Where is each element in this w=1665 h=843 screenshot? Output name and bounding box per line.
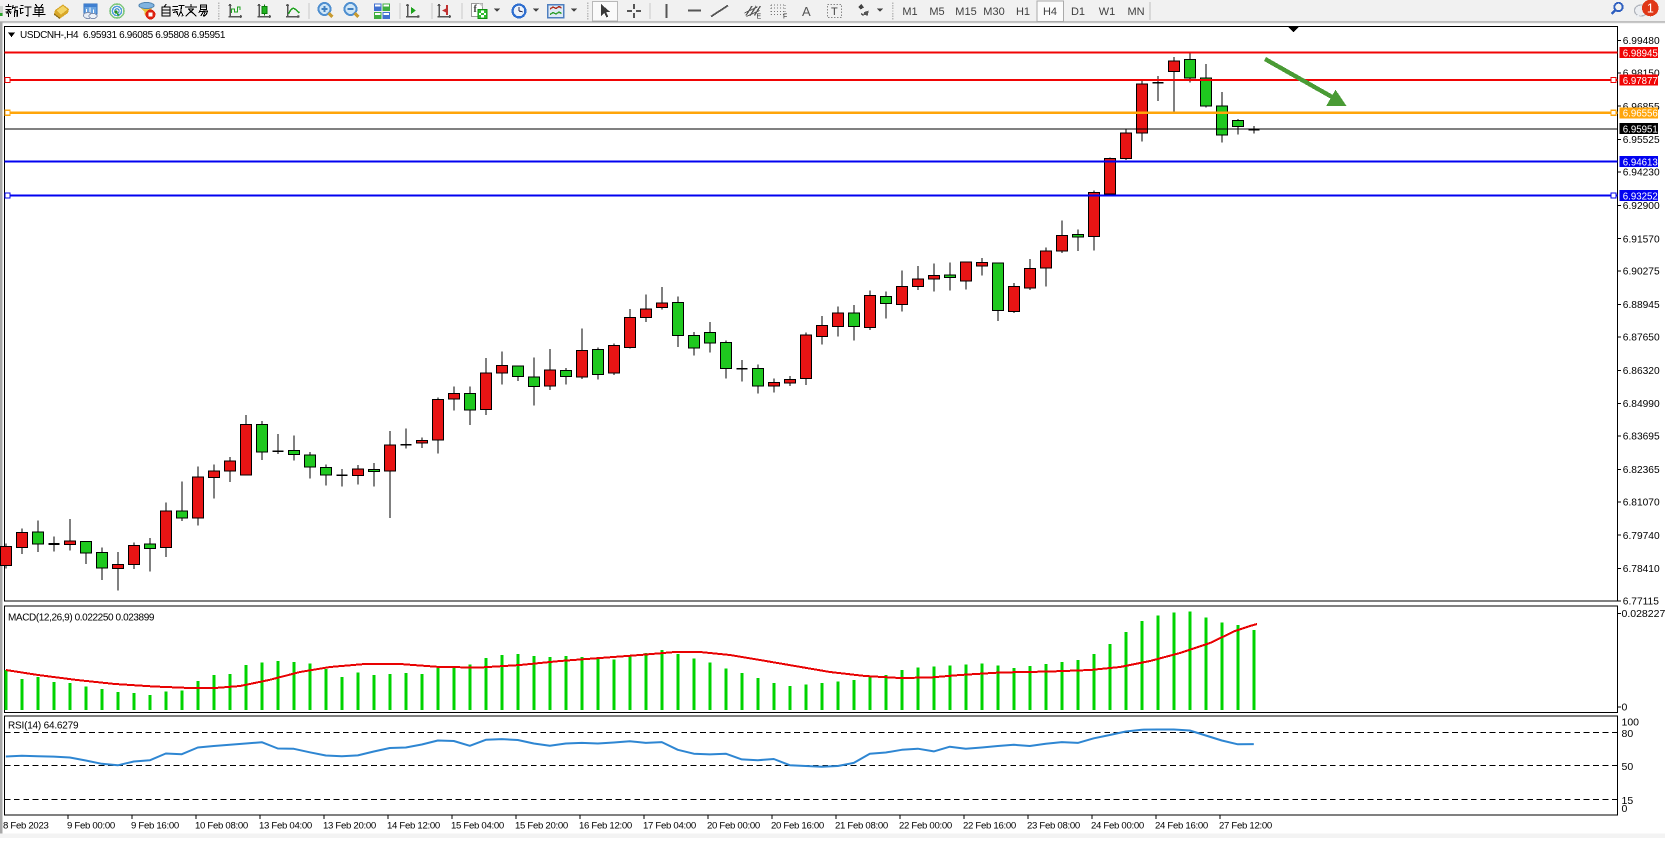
- svg-text:9 Feb 00:00: 9 Feb 00:00: [67, 821, 115, 832]
- svg-text:17 Feb 04:00: 17 Feb 04:00: [643, 821, 696, 832]
- svg-text:6.91570: 6.91570: [1623, 234, 1660, 245]
- svg-text:6.94613: 6.94613: [1623, 157, 1658, 168]
- svg-text:23 Feb 08:00: 23 Feb 08:00: [1027, 821, 1080, 832]
- svg-text:13 Feb 20:00: 13 Feb 20:00: [323, 821, 376, 832]
- svg-text:20 Feb 16:00: 20 Feb 16:00: [771, 821, 824, 832]
- svg-text:F: F: [783, 14, 787, 21]
- svg-text:6.95525: 6.95525: [1623, 135, 1660, 146]
- svg-text:6.96556: 6.96556: [1623, 109, 1658, 120]
- svg-text:13 Feb 04:00: 13 Feb 04:00: [259, 821, 312, 832]
- svg-text:100: 100: [1622, 716, 1640, 728]
- svg-text:6.79740: 6.79740: [1623, 531, 1660, 542]
- svg-text:0: 0: [1622, 803, 1628, 815]
- svg-text:24 Feb 00:00: 24 Feb 00:00: [1091, 821, 1144, 832]
- svg-text:50: 50: [1622, 761, 1634, 773]
- svg-text:27 Feb 12:00: 27 Feb 12:00: [1219, 821, 1272, 832]
- svg-text:6.93252: 6.93252: [1623, 191, 1658, 202]
- svg-text:6.97877: 6.97877: [1623, 76, 1658, 87]
- svg-text:6.92900: 6.92900: [1623, 201, 1660, 212]
- svg-text:W1: W1: [1099, 6, 1116, 18]
- svg-text:80: 80: [1622, 728, 1634, 740]
- svg-text:6.84990: 6.84990: [1623, 399, 1660, 410]
- svg-text:MACD(12,26,9) 0.022250 0.02389: MACD(12,26,9) 0.022250 0.023899: [8, 613, 155, 624]
- svg-text:RSI(14) 64.6279: RSI(14) 64.6279: [8, 721, 79, 732]
- svg-text:6.99480: 6.99480: [1623, 36, 1660, 47]
- svg-text:0: 0: [1622, 702, 1628, 714]
- svg-text:E: E: [757, 14, 762, 21]
- svg-text:24 Feb 16:00: 24 Feb 16:00: [1155, 821, 1208, 832]
- svg-text:6.86320: 6.86320: [1623, 366, 1660, 377]
- svg-text:A: A: [802, 4, 811, 19]
- svg-text:22 Feb 16:00: 22 Feb 16:00: [963, 821, 1016, 832]
- svg-text:H4: H4: [1043, 6, 1057, 18]
- svg-text:6.90275: 6.90275: [1623, 267, 1660, 278]
- svg-text:T: T: [831, 6, 838, 18]
- svg-text:0.028227: 0.028227: [1622, 608, 1665, 620]
- svg-text:H1: H1: [1016, 6, 1030, 18]
- svg-text:6.87650: 6.87650: [1623, 333, 1660, 344]
- svg-text:1: 1: [1647, 1, 1654, 15]
- svg-text:9 Feb 16:00: 9 Feb 16:00: [131, 821, 179, 832]
- svg-text:D1: D1: [1071, 6, 1085, 18]
- svg-text:M15: M15: [955, 6, 976, 18]
- svg-text:6.98945: 6.98945: [1623, 48, 1658, 59]
- svg-text:15 Feb 04:00: 15 Feb 04:00: [451, 821, 504, 832]
- svg-text:8 Feb 2023: 8 Feb 2023: [3, 821, 49, 832]
- svg-text:M5: M5: [929, 6, 944, 18]
- svg-text:14 Feb 12:00: 14 Feb 12:00: [387, 821, 440, 832]
- svg-text:20 Feb 00:00: 20 Feb 00:00: [707, 821, 760, 832]
- svg-text:6.77115: 6.77115: [1623, 597, 1659, 608]
- svg-text:22 Feb 00:00: 22 Feb 00:00: [899, 821, 952, 832]
- svg-text:6.83695: 6.83695: [1623, 432, 1660, 443]
- svg-text:6.95951: 6.95951: [1623, 124, 1658, 135]
- svg-text:USDCNH-,H4 6.95931 6.96085 6.: USDCNH-,H4 6.95931 6.96085 6.95808 6.959…: [20, 30, 226, 41]
- svg-text:21 Feb 08:00: 21 Feb 08:00: [835, 821, 888, 832]
- svg-text:16 Feb 12:00: 16 Feb 12:00: [579, 821, 632, 832]
- svg-text:6.82365: 6.82365: [1623, 465, 1660, 476]
- svg-text:M1: M1: [902, 6, 917, 18]
- svg-text:6.94230: 6.94230: [1623, 168, 1660, 179]
- svg-text:MN: MN: [1127, 6, 1144, 18]
- svg-text:6.78410: 6.78410: [1623, 564, 1660, 575]
- svg-text:6.81070: 6.81070: [1623, 498, 1660, 509]
- svg-text:M30: M30: [983, 6, 1004, 18]
- svg-text:6.88945: 6.88945: [1623, 300, 1660, 311]
- svg-text:10 Feb 08:00: 10 Feb 08:00: [195, 821, 248, 832]
- svg-text:15 Feb 20:00: 15 Feb 20:00: [515, 821, 568, 832]
